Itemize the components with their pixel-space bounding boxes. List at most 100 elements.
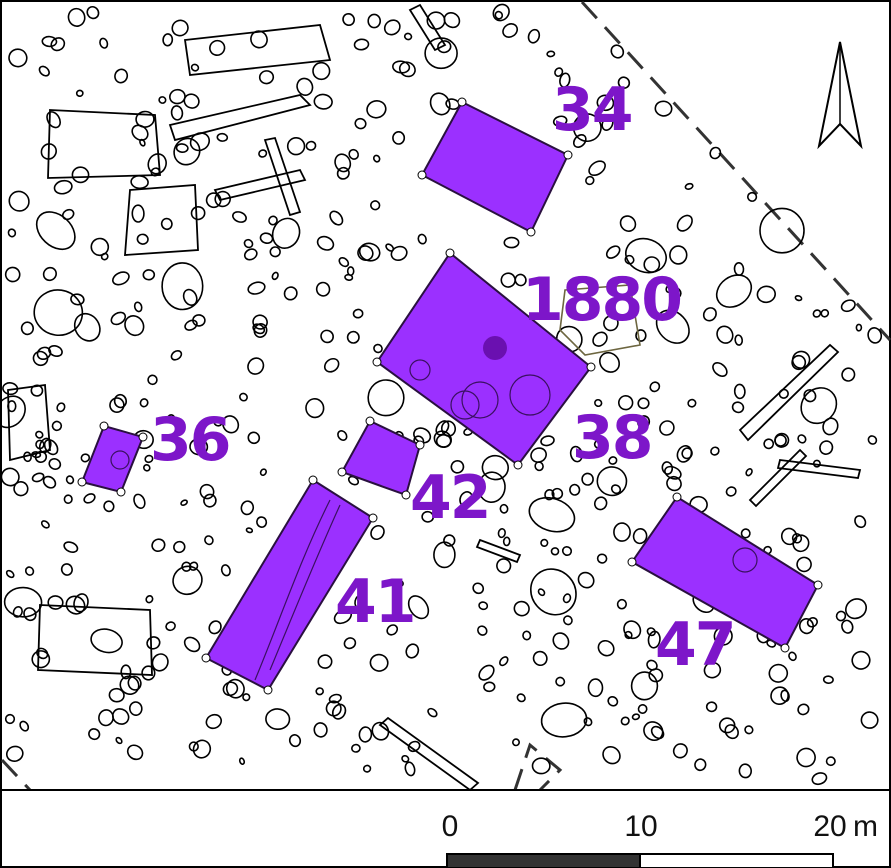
pit-outline xyxy=(316,235,335,251)
pit-outline xyxy=(562,593,572,604)
pit-outline xyxy=(90,628,123,654)
pit-outline xyxy=(502,536,511,547)
pit-outline xyxy=(222,415,240,434)
pit-outline xyxy=(684,182,694,190)
corner-post-marker xyxy=(526,227,536,237)
pit-outline xyxy=(383,19,401,36)
pit-outline xyxy=(36,647,49,660)
label-47: 47 xyxy=(655,610,735,680)
pit-outline xyxy=(665,285,673,294)
pit-outline xyxy=(225,678,245,699)
label-34: 34 xyxy=(552,75,632,145)
structure-1880-outline[interactable] xyxy=(559,284,641,356)
pit-outline xyxy=(780,689,790,703)
pit-outline xyxy=(496,558,512,574)
pit-outline xyxy=(527,28,541,44)
pit-outline xyxy=(247,431,261,445)
pit-outline xyxy=(670,287,682,299)
pit-outline xyxy=(99,37,109,49)
pit-outline xyxy=(239,392,248,402)
pit-outline xyxy=(61,208,75,221)
corner-post-marker xyxy=(813,580,823,590)
pit-outline xyxy=(135,110,155,128)
pit-outline xyxy=(603,315,619,332)
pit-outline xyxy=(747,191,758,202)
pit-outline xyxy=(569,483,581,496)
pit-outline xyxy=(585,175,595,186)
pit-outline xyxy=(373,343,383,354)
pit-outline xyxy=(854,515,867,529)
pit-outline xyxy=(481,454,509,481)
pit-outline xyxy=(443,534,456,547)
pit-outline xyxy=(797,703,810,716)
label-1880: 1880 xyxy=(522,265,681,335)
pit-outline xyxy=(366,100,387,119)
pit-outline xyxy=(594,398,603,408)
pit-outline xyxy=(537,588,546,597)
pit-outline xyxy=(763,438,775,450)
pit-outline xyxy=(175,143,189,154)
pit-outline xyxy=(791,350,811,369)
pit-outline xyxy=(133,493,146,510)
pit-outline xyxy=(819,440,834,455)
pit-outline xyxy=(111,708,130,725)
pit-outline xyxy=(607,696,619,707)
pit-outline xyxy=(544,489,555,501)
pit-outline xyxy=(113,393,128,409)
pit-outline xyxy=(214,190,231,208)
pit-outline xyxy=(435,420,450,436)
pit-outline xyxy=(546,50,556,58)
pit-outline xyxy=(80,453,91,463)
pit-outline xyxy=(258,70,275,85)
pit-outline xyxy=(32,350,49,367)
pit-outline xyxy=(552,632,570,650)
pit-outline xyxy=(551,487,564,500)
pit-outline xyxy=(522,630,532,641)
pit-outline xyxy=(550,547,560,556)
pit-outline xyxy=(637,415,651,429)
pit-outline xyxy=(346,266,355,277)
pit-outline xyxy=(632,528,648,545)
pit-outline xyxy=(841,367,856,382)
structures-layer xyxy=(80,100,820,692)
pit-outline xyxy=(158,96,167,104)
pit-outline xyxy=(162,33,174,47)
scale-tick-0: 0 xyxy=(442,810,459,843)
pit-outline xyxy=(313,93,333,110)
pit-outline xyxy=(390,245,408,262)
pit-outline xyxy=(798,618,815,635)
pit-outline xyxy=(354,594,365,609)
pit-outline xyxy=(5,745,24,762)
pit-outline xyxy=(733,383,746,400)
pit-outline xyxy=(552,115,568,127)
pit-outline xyxy=(593,440,602,449)
pit-outline xyxy=(110,311,127,326)
pit-outline xyxy=(169,88,186,105)
pit-outline xyxy=(835,610,847,622)
pit-outline xyxy=(792,534,810,553)
pit-outline xyxy=(170,105,184,121)
corner-post-marker xyxy=(116,487,126,497)
pit-outline xyxy=(531,757,551,775)
pit-outline xyxy=(238,757,246,766)
pit-outline xyxy=(687,398,697,408)
pit-outline xyxy=(669,245,688,265)
pit-outline xyxy=(867,435,878,445)
pit-outline xyxy=(71,166,90,184)
pit-outline xyxy=(516,693,526,703)
pit-outline xyxy=(404,761,416,777)
pit-outline xyxy=(855,323,863,332)
pit-outline xyxy=(128,701,143,716)
pit-outline xyxy=(702,307,717,322)
pit-outline xyxy=(269,246,281,258)
pit-outline xyxy=(417,233,427,245)
pit-outline xyxy=(610,484,622,495)
excavation-boundary xyxy=(0,0,891,792)
pit-outline xyxy=(354,117,367,130)
pit-outline xyxy=(333,608,353,625)
pit-outline xyxy=(19,720,30,732)
pit-outline xyxy=(88,728,101,741)
pit-outline xyxy=(253,323,268,338)
pit-outline xyxy=(637,397,650,410)
